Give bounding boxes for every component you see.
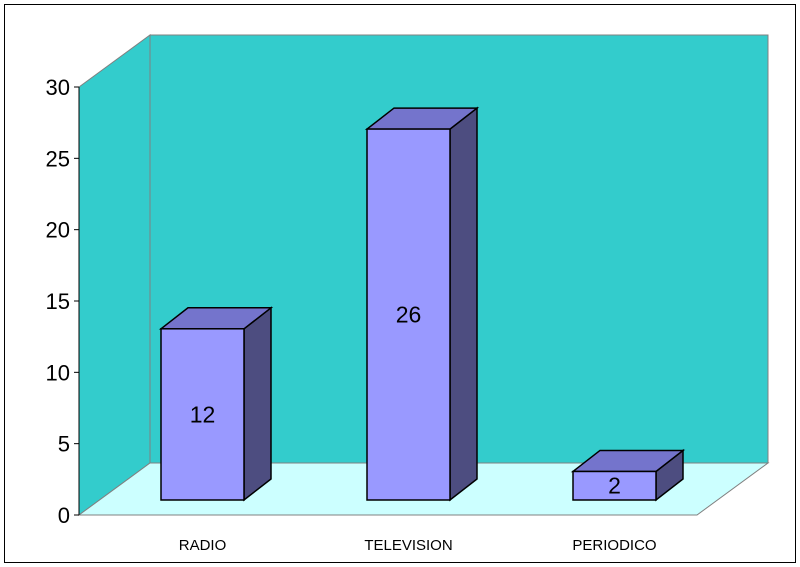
- y-tick-label: 30: [46, 75, 70, 100]
- y-tick-label: 20: [46, 218, 70, 243]
- bars: 12 26 2: [158, 106, 686, 502]
- y-tick-label: 15: [46, 289, 70, 314]
- bar-side: [243, 306, 272, 502]
- data-label: 26: [396, 302, 422, 328]
- x-axis-labels: RADIO TELEVISION PERIODICO: [179, 537, 657, 554]
- data-label: 12: [190, 401, 216, 427]
- x-category-label: TELEVISION: [364, 537, 452, 554]
- x-category-label: PERIODICO: [572, 537, 656, 554]
- left-wall: [78, 34, 151, 516]
- y-axis-ticks: 0 5 10 15 20 25 30: [46, 75, 79, 528]
- data-label: 2: [608, 473, 621, 499]
- bar-front: [160, 328, 245, 501]
- bar-side: [449, 106, 478, 502]
- bar-front: [366, 128, 451, 501]
- x-category-label: RADIO: [179, 537, 227, 554]
- y-tick-label: 25: [46, 146, 70, 171]
- bar-television: 26: [364, 106, 480, 502]
- bar-periodico: 2: [570, 448, 686, 502]
- y-tick-label: 5: [58, 432, 70, 457]
- y-tick-label: 10: [46, 360, 70, 385]
- y-tick-label: 0: [58, 503, 70, 528]
- bar-front: [572, 470, 657, 501]
- bar-radio: 12: [158, 306, 274, 502]
